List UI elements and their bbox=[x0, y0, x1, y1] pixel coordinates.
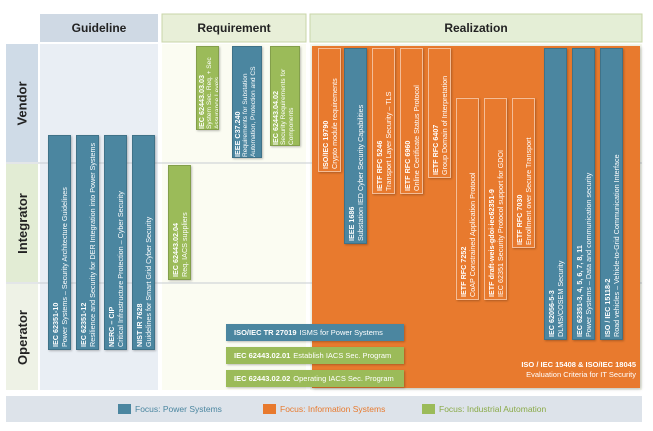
bar-id: NIST IR 7628 bbox=[135, 303, 144, 347]
bar-id: IEC 62351-3, 4, 5, 6, 7, 8, 11 bbox=[575, 245, 584, 337]
row-label-vendor-text: Vendor bbox=[14, 80, 30, 126]
bar-desc: Security Requirements for Components bbox=[280, 68, 295, 145]
bar-id: IEC 62056-5-3 bbox=[547, 290, 556, 337]
bar-desc: Guidelines for Smart Grid Cyber Security bbox=[144, 216, 153, 347]
bar-id: IEEE 1686 bbox=[347, 206, 356, 241]
bar-id: IEC 62443.04.02 bbox=[271, 91, 280, 145]
requirement-header-bg bbox=[161, 13, 307, 43]
bar-desc: Transport Layer Security – TLS bbox=[384, 91, 393, 191]
bar-desc: Enrollment over Secure Transport bbox=[524, 137, 533, 245]
guideline-header-bg bbox=[40, 14, 158, 42]
bar-id: IETF RFC 6960 bbox=[403, 140, 412, 191]
bar-desc: CoAP Constrained Application Protocol bbox=[468, 172, 477, 297]
realization-header-bg bbox=[309, 13, 643, 43]
bar-id: IETF RFC 6407 bbox=[431, 124, 440, 175]
legend-label-information-systems: Focus: Information Systems bbox=[280, 404, 386, 414]
bar-desc: Establish IACS Sec. Program bbox=[293, 351, 392, 360]
realization-bar-7: IETF draft-weis-gdoi-iec62351-9 IEC 6235… bbox=[484, 98, 507, 300]
realization-bar-8: IETF RFC 7030 Enrollment over Secure Tra… bbox=[512, 98, 535, 248]
bar-id: IEC 62443.02.01 bbox=[234, 351, 291, 360]
operator-bar-2: IEC 62443.02.01 Establish IACS Sec. Progr… bbox=[226, 347, 404, 364]
bar-desc: Road vehicles – Vehicle-to-Grid Communic… bbox=[612, 154, 621, 337]
bar-id: IEC 62443.03.03 bbox=[197, 75, 206, 129]
bar-id: IEC 62443.02.04 bbox=[171, 223, 180, 277]
realization-bar-11: ISO / IEC 15118-2 Road vehicles – Vehicl… bbox=[600, 48, 623, 340]
guideline-bar-4: NIST IR 7628 Guidelines for Smart Grid C… bbox=[132, 135, 155, 350]
bar-desc: IEC 62351 Security Protocol support for … bbox=[496, 149, 505, 297]
realization-bar-4: IETF RFC 6960 Online Certificate Status … bbox=[400, 48, 423, 194]
bar-id: NERC – CIP bbox=[107, 306, 116, 347]
realization-bar-2: IEEE 1686 Substation IED Cyber Security … bbox=[344, 48, 367, 244]
legend-swatch-information-systems bbox=[263, 404, 276, 414]
bar-desc: DLMS/COSEM Security bbox=[556, 260, 565, 337]
legend-swatch-industrial-automation bbox=[422, 404, 435, 414]
bar-desc: Resilience and Security for DER Integrat… bbox=[88, 142, 97, 347]
realization-bar-6: IETF RFC 7252 CoAP Constrained Applicati… bbox=[456, 98, 479, 300]
column-header-requirement: Requirement bbox=[197, 21, 271, 35]
bar-id: IETF RFC 5246 bbox=[375, 140, 384, 191]
bar-desc: Critical Infrastructure Protection – Cyb… bbox=[116, 191, 125, 347]
legend-label-industrial-automation: Focus: Industrial Automation bbox=[439, 404, 547, 414]
realization-bar-3: IETF RFC 5246 Transport Layer Security –… bbox=[372, 48, 395, 194]
bar-id: IETF draft-weis-gdoi-iec62351-9 bbox=[487, 189, 496, 297]
bar-desc: Req. IACS suppliers bbox=[180, 212, 189, 277]
guideline-bar-1: IEC 62351-10 Power Systems – Security Ar… bbox=[48, 135, 71, 350]
bar-id: IETF RFC 7030 bbox=[515, 194, 524, 245]
requirement-bar-3: IEEE C37.240 Requirements for Substation… bbox=[232, 46, 262, 158]
legend-bg bbox=[6, 396, 642, 422]
legend-swatch-power-systems bbox=[118, 404, 131, 414]
bar-id: ISO/IEC TR 27019 bbox=[234, 328, 297, 337]
bar-id: IEC 62351-10 bbox=[51, 302, 60, 347]
bar-desc: Requirements for Substation Automation, … bbox=[242, 66, 257, 157]
realization-bar-1: ISO/IEC 19790 Crypto module requirements bbox=[318, 48, 341, 172]
bar-desc: Operating IACS Sec. Program bbox=[293, 374, 394, 383]
realization-bar-10: IEC 62351-3, 4, 5, 6, 7, 8, 11 Power Sys… bbox=[572, 48, 595, 340]
realization-bar-9: IEC 62056-5-3 DLMS/COSEM Security bbox=[544, 48, 567, 340]
row-label-integrator: Integrator bbox=[6, 164, 38, 282]
requirement-bar-1: IEC 62443.02.04 Req. IACS suppliers bbox=[168, 165, 191, 280]
column-header-realization: Realization bbox=[444, 21, 508, 35]
bar-id: ISO/IEC 19790 bbox=[321, 120, 330, 169]
row-label-operator-text: Operator bbox=[14, 309, 30, 365]
bar-desc: Crypto module requirements bbox=[330, 78, 339, 169]
guideline-bar-2: IEC 62351-12 Resilience and Security for… bbox=[76, 135, 99, 350]
row-label-integrator-text: Integrator bbox=[14, 192, 30, 254]
requirement-bar-4: IEC 62443.04.02 Security Requirements fo… bbox=[270, 46, 300, 146]
iso-15408-label: ISO / IEC 15408 & ISO/IEC 18045 Evaluati… bbox=[470, 360, 636, 380]
bar-id: IEC 62443.02.02 bbox=[234, 374, 291, 383]
bar-id: IEEE C37.240 bbox=[233, 111, 242, 157]
guideline-bar-3: NERC – CIP Critical Infrastructure Prote… bbox=[104, 135, 127, 350]
vendor-row-label-bg bbox=[6, 44, 38, 162]
row-label-vendor: Vendor bbox=[6, 44, 38, 162]
requirement-bar-2: IEC 62443.03.03 System Sec. Req. + Sec A… bbox=[196, 46, 219, 130]
iso-15408-desc: Evaluation Criteria for IT Security bbox=[526, 370, 636, 379]
operator-bar-1: ISO/IEC TR 27019 ISMS for Power Systems bbox=[226, 324, 404, 341]
bar-desc: Substation IED Cyber Security Capabiliti… bbox=[356, 104, 365, 241]
operator-row-label-bg bbox=[6, 284, 38, 390]
legend-label-power-systems: Focus: Power Systems bbox=[135, 404, 222, 414]
bar-desc: Online Certificate Status Protocol bbox=[412, 85, 421, 191]
bar-desc: System Sec. Req. + Sec Assurance Levels bbox=[206, 57, 219, 129]
bar-desc: Power Systems – Security Architecture Gu… bbox=[60, 187, 69, 347]
bar-id: IETF RFC 7252 bbox=[459, 246, 468, 297]
operator-bar-3: IEC 62443.02.02 Operating IACS Sec. Progr… bbox=[226, 370, 404, 387]
bar-desc: ISMS for Power Systems bbox=[299, 328, 383, 337]
bar-id: IEC 62351-12 bbox=[79, 302, 88, 347]
iso-15408-title: ISO / IEC 15408 & ISO/IEC 18045 bbox=[521, 360, 636, 369]
bar-id: ISO / IEC 15118-2 bbox=[603, 278, 612, 337]
bar-desc: Power Systems – Data and communication s… bbox=[584, 172, 593, 337]
integrator-row-label-bg bbox=[6, 164, 38, 282]
row-label-operator: Operator bbox=[6, 284, 38, 390]
realization-bar-5: IETF RFC 6407 Group Domain of Interpreta… bbox=[428, 48, 451, 178]
bar-desc: Group Domain of Interpretation bbox=[440, 75, 449, 175]
column-header-guideline: Guideline bbox=[71, 21, 127, 35]
